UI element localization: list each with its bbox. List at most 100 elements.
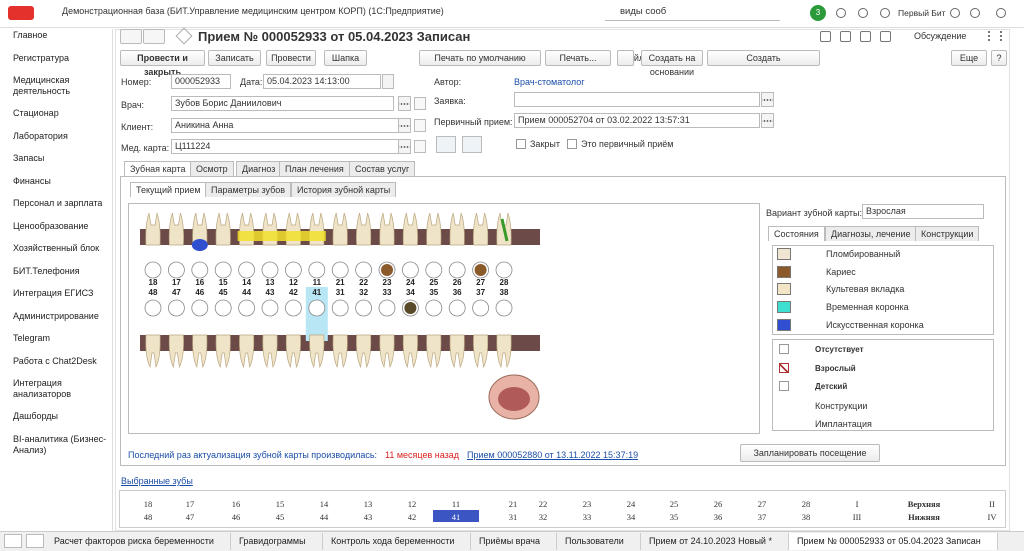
lower-tooth[interactable] bbox=[192, 334, 208, 369]
subtab[interactable]: Параметры зубов bbox=[205, 182, 292, 197]
lower-crown[interactable] bbox=[191, 299, 209, 317]
table-cell[interactable]: 23 bbox=[582, 499, 592, 509]
upper-crown[interactable] bbox=[355, 261, 373, 279]
sidebar-item[interactable]: Регистратура bbox=[13, 52, 69, 63]
dots-button[interactable] bbox=[398, 96, 411, 111]
lower-tooth[interactable] bbox=[168, 334, 184, 369]
header-icon[interactable] bbox=[820, 31, 831, 42]
header-icon[interactable] bbox=[880, 31, 891, 42]
lower-crown[interactable] bbox=[284, 299, 302, 317]
upper-crown[interactable] bbox=[261, 261, 279, 279]
dots-button[interactable] bbox=[761, 92, 774, 107]
upper-tooth-number[interactable]: 17 bbox=[172, 278, 181, 287]
input[interactable]: Прием 000052704 от 03.02.2022 13:57:31 bbox=[514, 113, 760, 128]
input[interactable] bbox=[514, 92, 760, 107]
table-cell[interactable]: 45 bbox=[275, 512, 285, 522]
upper-tooth-number[interactable]: 16 bbox=[195, 278, 204, 287]
state-swatch[interactable] bbox=[777, 265, 791, 278]
nav-back[interactable] bbox=[120, 29, 142, 44]
calendar-button[interactable] bbox=[382, 74, 394, 89]
upper-crown[interactable] bbox=[495, 261, 513, 279]
upper-tooth-number[interactable]: 13 bbox=[266, 278, 275, 287]
lower-crown[interactable] bbox=[425, 299, 443, 317]
checkbox[interactable] bbox=[779, 344, 789, 354]
upper-tooth-number[interactable]: 22 bbox=[359, 278, 368, 287]
table-cell[interactable]: 35 bbox=[669, 512, 679, 522]
discussion[interactable]: Обсуждение bbox=[914, 31, 967, 41]
header-icon[interactable] bbox=[860, 31, 871, 42]
table-cell[interactable]: Нижняя bbox=[908, 512, 940, 522]
tab[interactable]: Зубная карта bbox=[124, 161, 192, 176]
toolbar-button[interactable]: Записать bbox=[208, 50, 261, 66]
lower-tooth-number[interactable]: 46 bbox=[195, 288, 204, 297]
table-cell[interactable]: 28 bbox=[801, 499, 811, 509]
lower-tooth-number[interactable]: 38 bbox=[500, 288, 509, 297]
task-tab[interactable]: Прием от 24.10.2023 Новый * bbox=[641, 533, 789, 550]
lower-tooth-number[interactable]: 47 bbox=[172, 288, 181, 297]
dots-button[interactable] bbox=[398, 139, 411, 154]
window-icon[interactable] bbox=[970, 8, 980, 18]
toolbar-button[interactable]: Провести и закрыть bbox=[120, 50, 205, 77]
toolbar-button[interactable]: Создать bbox=[707, 50, 820, 66]
lower-tooth[interactable] bbox=[402, 334, 418, 369]
checkbox[interactable] bbox=[567, 139, 577, 149]
header-icon[interactable] bbox=[840, 31, 851, 42]
lower-crown[interactable] bbox=[308, 299, 326, 317]
lower-tooth[interactable] bbox=[473, 334, 489, 369]
lower-tooth-number[interactable]: 34 bbox=[406, 288, 415, 297]
icon-button[interactable] bbox=[436, 136, 456, 153]
lower-tooth[interactable] bbox=[449, 334, 465, 369]
toolbar-button[interactable]: Провести bbox=[266, 50, 316, 66]
lower-tooth-number[interactable]: 35 bbox=[429, 288, 438, 297]
table-cell[interactable]: 41 bbox=[451, 512, 461, 522]
chat-tab[interactable] bbox=[26, 534, 44, 548]
upper-crown[interactable] bbox=[401, 261, 419, 279]
table-cell[interactable]: 42 bbox=[407, 512, 417, 522]
option-name[interactable]: Имплантация bbox=[815, 419, 872, 429]
table-cell[interactable]: III bbox=[852, 512, 862, 522]
option-name[interactable]: Конструкции bbox=[815, 400, 868, 411]
upper-tooth-number[interactable]: 14 bbox=[242, 278, 251, 287]
lower-crown[interactable] bbox=[378, 299, 396, 317]
footer-link[interactable]: Прием 000052880 от 13.11.2022 15:37:19 bbox=[467, 450, 639, 460]
upper-crown[interactable] bbox=[425, 261, 443, 279]
upper-crown[interactable] bbox=[448, 261, 466, 279]
sidebar-item[interactable]: Telegram bbox=[13, 333, 51, 343]
tab[interactable]: Осмотр bbox=[190, 161, 234, 176]
task-tab[interactable]: Расчет факторов риска беременности bbox=[46, 533, 231, 550]
table-cell[interactable]: 34 bbox=[626, 512, 636, 522]
panel-tab[interactable]: Диагнозы, лечение bbox=[825, 226, 917, 241]
state-name[interactable]: Искусственная коронка bbox=[826, 319, 924, 330]
lower-crown[interactable] bbox=[261, 299, 279, 317]
window-icon[interactable] bbox=[858, 8, 868, 18]
icon-button[interactable] bbox=[462, 136, 482, 153]
lower-tooth-number[interactable]: 41 bbox=[312, 288, 321, 297]
sidebar-item[interactable]: Интеграция анализаторов bbox=[13, 378, 72, 399]
table-cell[interactable]: II bbox=[989, 499, 995, 509]
open-button[interactable] bbox=[414, 119, 426, 132]
open-button[interactable] bbox=[414, 140, 426, 153]
upper-tooth-number[interactable]: 26 bbox=[453, 278, 462, 287]
lower-tooth[interactable] bbox=[145, 334, 161, 369]
input[interactable]: Аникина Анна bbox=[171, 118, 411, 133]
option-name[interactable]: Детский bbox=[815, 382, 848, 391]
lower-tooth-number[interactable]: 48 bbox=[149, 288, 158, 297]
upper-tooth-number[interactable]: 25 bbox=[429, 278, 438, 287]
lower-crown[interactable] bbox=[214, 299, 232, 317]
upper-tooth-number[interactable]: 28 bbox=[500, 278, 509, 287]
lower-crown[interactable] bbox=[238, 299, 255, 317]
lower-tooth-number[interactable]: 37 bbox=[476, 288, 485, 297]
lower-tooth[interactable] bbox=[239, 334, 255, 369]
state-swatch[interactable] bbox=[777, 248, 791, 260]
panel-tab[interactable]: Состояния bbox=[768, 226, 825, 241]
upper-crown[interactable] bbox=[284, 261, 302, 279]
table-cell[interactable]: 27 bbox=[757, 499, 767, 509]
search-text[interactable]: виды сооб bbox=[620, 6, 667, 17]
toolbar-button[interactable]: Печать... bbox=[545, 50, 611, 66]
sidebar-item[interactable]: Администрирование bbox=[13, 310, 99, 321]
tab[interactable]: Диагноз bbox=[236, 161, 282, 176]
sidebar-item[interactable]: Финансы bbox=[13, 175, 51, 186]
dots-button[interactable] bbox=[761, 113, 774, 128]
window-icon[interactable] bbox=[950, 8, 960, 18]
upper-tooth[interactable] bbox=[168, 212, 184, 246]
